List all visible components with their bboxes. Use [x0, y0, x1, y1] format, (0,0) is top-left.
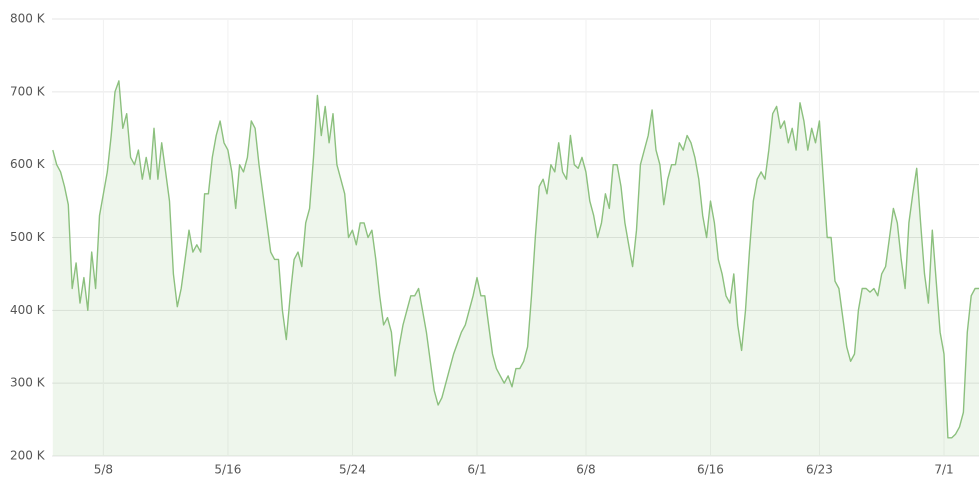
x-tick-label: 7/1 — [934, 463, 953, 477]
y-tick-label: 300 K — [10, 376, 46, 390]
line — [52, 80, 979, 439]
y-tick-label: 500 K — [10, 230, 46, 244]
y-tick-label: 700 K — [10, 84, 46, 98]
x-tick-label: 5/24 — [339, 463, 366, 477]
x-tick-label: 6/1 — [467, 463, 486, 477]
area-fill — [52, 80, 979, 456]
y-tick-label: 600 K — [10, 157, 46, 171]
x-tick-label: 6/8 — [576, 463, 595, 477]
plot-area — [52, 80, 979, 456]
y-tick-label: 200 K — [10, 449, 46, 463]
y-tick-label: 400 K — [10, 303, 46, 317]
x-tick-label: 6/23 — [806, 463, 833, 477]
x-tick-label: 6/16 — [697, 463, 724, 477]
x-tick-label: 5/16 — [214, 463, 241, 477]
y-tick-label: 800 K — [10, 12, 46, 26]
x-tick-label: 5/8 — [94, 463, 113, 477]
